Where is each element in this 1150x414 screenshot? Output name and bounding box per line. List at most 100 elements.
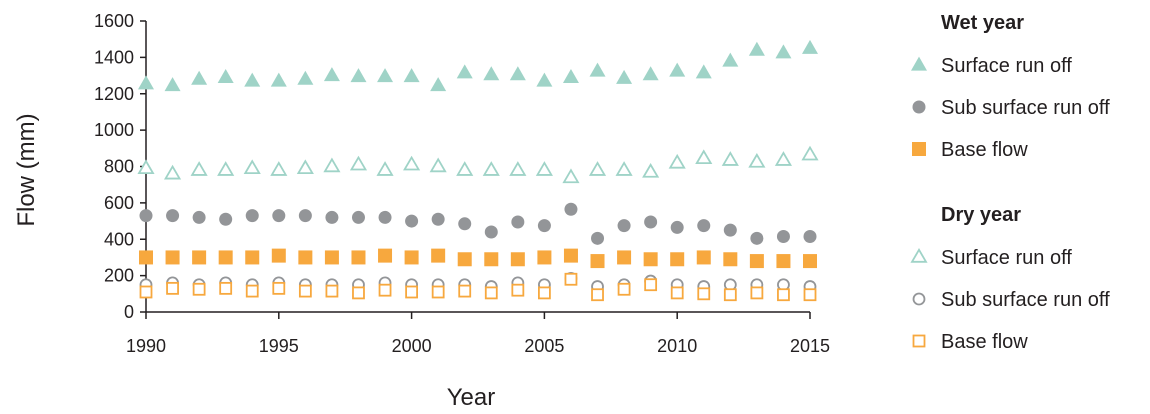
series-0-2 (139, 248, 817, 269)
data-point (563, 248, 578, 263)
data-point (589, 62, 606, 77)
legend-label: Base flow (941, 139, 1028, 161)
data-point (296, 159, 314, 175)
data-point (298, 284, 312, 298)
data-point (617, 219, 631, 233)
data-point (270, 161, 288, 176)
data-point (378, 248, 393, 263)
data-point (588, 161, 607, 176)
data-point (219, 212, 233, 226)
data-point (138, 75, 154, 90)
data-point (457, 252, 472, 267)
y-tick-label: 200 (104, 266, 134, 286)
data-point (378, 210, 392, 224)
data-point (643, 252, 658, 267)
data-point (351, 250, 366, 265)
data-point (431, 212, 445, 226)
data-point (166, 209, 180, 223)
series-0-0 (138, 39, 818, 92)
data-point (350, 68, 367, 83)
data-point (166, 281, 179, 295)
data-point (511, 215, 525, 229)
data-point (431, 248, 446, 263)
data-point (217, 161, 235, 176)
x-tick-label: 2015 (790, 336, 830, 356)
series-1-2 (139, 272, 817, 302)
data-point (803, 254, 817, 269)
legend-symbol (911, 56, 927, 71)
data-point (324, 250, 339, 265)
data-point (325, 210, 339, 224)
data-point (536, 72, 553, 87)
data-point (564, 272, 578, 286)
data-point (244, 72, 261, 87)
data-point (564, 202, 578, 216)
data-point (615, 161, 633, 176)
y-tick-label: 1200 (94, 84, 134, 104)
legend-symbol (910, 248, 928, 263)
data-point (298, 209, 312, 223)
data-point (192, 282, 206, 296)
data-point (697, 219, 711, 233)
legend-symbol (912, 292, 926, 306)
data-point (590, 254, 605, 269)
data-point (270, 72, 287, 87)
data-point (562, 168, 580, 184)
data-point (352, 286, 365, 300)
data-point (458, 217, 472, 231)
data-point (749, 254, 764, 269)
series-1-1 (139, 271, 817, 293)
data-point (404, 250, 419, 265)
legend-label: Sub surface run off (941, 97, 1110, 119)
data-point (670, 252, 685, 267)
data-point (217, 68, 234, 83)
data-point (803, 288, 817, 302)
data-point (748, 152, 766, 168)
data-point (482, 161, 500, 176)
legend-group-title: Dry year (941, 204, 1021, 226)
data-point (562, 68, 579, 83)
data-point (429, 157, 447, 173)
data-point (670, 286, 684, 300)
data-point (669, 62, 686, 77)
data-point (378, 283, 392, 297)
data-point (139, 209, 153, 223)
y-tick-label: 1600 (94, 11, 134, 31)
y-tick-label: 800 (104, 157, 134, 177)
data-point (538, 286, 551, 300)
data-point (456, 161, 474, 176)
legend-label: Sub surface run off (941, 289, 1110, 311)
data-point (535, 161, 553, 176)
series-1-0 (137, 145, 819, 184)
data-point (243, 159, 261, 175)
y-tick-label: 1400 (94, 47, 134, 67)
data-point (617, 250, 632, 265)
data-point (430, 77, 447, 92)
data-point (245, 284, 259, 298)
legend-label: Base flow (941, 331, 1028, 353)
data-point (722, 52, 739, 67)
data-point (803, 230, 817, 244)
data-point (219, 281, 233, 295)
legend-group-title: Wet year (941, 12, 1024, 34)
data-point (245, 209, 259, 223)
data-point (484, 252, 499, 267)
data-point (774, 151, 793, 166)
data-point (323, 67, 340, 82)
data-point (351, 210, 365, 224)
data-point (509, 66, 526, 81)
legend-label: Surface run off (941, 247, 1072, 269)
legend-symbol (912, 142, 926, 156)
y-tick-label: 600 (104, 193, 134, 213)
data-point (696, 250, 711, 265)
legend-symbol (912, 334, 926, 348)
data-point (775, 44, 792, 59)
chart-axes (145, 21, 810, 313)
data-point (617, 282, 631, 296)
data-point (192, 210, 206, 224)
legend-label: Surface run off (941, 55, 1072, 77)
data-point (644, 278, 658, 292)
data-point (403, 155, 421, 171)
data-point (163, 164, 182, 180)
